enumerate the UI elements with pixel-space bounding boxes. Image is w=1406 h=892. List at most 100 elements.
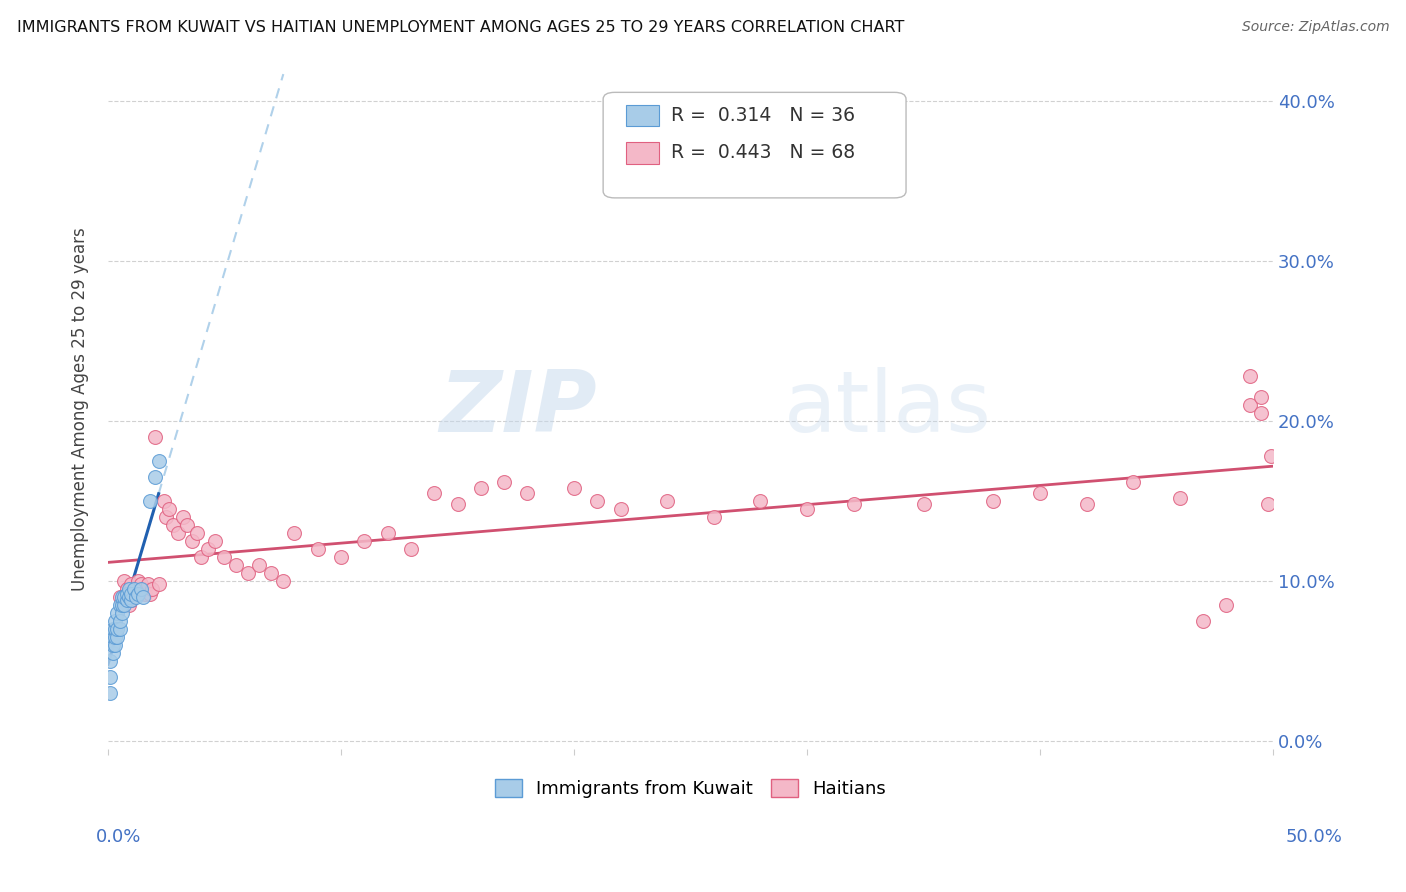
Point	[108, 599, 131, 613]
FancyBboxPatch shape	[627, 104, 659, 127]
Point	[132, 582, 155, 597]
Point	[1239, 398, 1261, 412]
Point	[983, 494, 1005, 508]
Point	[108, 591, 131, 605]
Point	[307, 542, 329, 557]
Point	[122, 587, 145, 601]
Point	[118, 582, 141, 597]
Point	[749, 494, 772, 508]
Point	[180, 534, 202, 549]
Point	[167, 526, 190, 541]
Point	[1250, 390, 1272, 404]
Point	[446, 497, 468, 511]
Point	[139, 494, 162, 508]
Point	[516, 486, 538, 500]
Point	[115, 582, 138, 597]
Point	[912, 497, 935, 511]
Point	[118, 591, 141, 605]
Point	[111, 599, 134, 613]
Point	[1239, 369, 1261, 384]
Point	[1192, 614, 1215, 628]
Point	[796, 502, 818, 516]
Y-axis label: Unemployment Among Ages 25 to 29 years: Unemployment Among Ages 25 to 29 years	[72, 227, 89, 591]
Point	[176, 518, 198, 533]
Point	[204, 534, 226, 549]
Point	[214, 550, 236, 565]
Point	[125, 591, 148, 605]
Point	[125, 582, 148, 597]
Point	[162, 518, 184, 533]
Point	[225, 558, 247, 573]
Point	[1260, 449, 1282, 463]
Point	[494, 475, 516, 489]
Point	[98, 654, 121, 668]
Point	[111, 606, 134, 620]
Point	[157, 502, 180, 516]
Point	[120, 593, 142, 607]
Point	[842, 497, 865, 511]
Point	[104, 630, 127, 644]
Text: 0.0%: 0.0%	[96, 828, 141, 846]
Point	[120, 587, 142, 601]
Point	[197, 542, 219, 557]
Point	[101, 638, 124, 652]
Point	[148, 577, 170, 591]
Point	[562, 481, 585, 495]
Point	[586, 494, 609, 508]
Point	[98, 670, 121, 684]
Point	[1250, 406, 1272, 420]
Point	[112, 591, 135, 605]
Point	[186, 526, 208, 541]
Point	[1029, 486, 1052, 500]
Point	[609, 502, 631, 516]
Text: R =  0.443   N = 68: R = 0.443 N = 68	[671, 144, 855, 162]
Text: ZIP: ZIP	[440, 368, 598, 450]
Text: atlas: atlas	[783, 368, 991, 450]
Point	[118, 599, 141, 613]
Point	[236, 566, 259, 581]
Point	[98, 686, 121, 700]
Point	[136, 577, 159, 591]
Point	[141, 582, 163, 597]
Point	[1215, 599, 1237, 613]
Point	[104, 638, 127, 652]
Point	[353, 534, 375, 549]
Point	[657, 494, 679, 508]
Point	[101, 630, 124, 644]
Point	[104, 622, 127, 636]
Point	[120, 577, 142, 591]
Point	[112, 574, 135, 589]
Point	[1257, 497, 1279, 511]
Point	[1076, 497, 1098, 511]
FancyBboxPatch shape	[627, 142, 659, 164]
Text: R =  0.314   N = 36: R = 0.314 N = 36	[671, 106, 855, 125]
Point	[153, 494, 176, 508]
Point	[139, 587, 162, 601]
Point	[111, 591, 134, 605]
Point	[1122, 475, 1144, 489]
Point	[143, 430, 166, 444]
Point	[115, 593, 138, 607]
Point	[101, 622, 124, 636]
Point	[1168, 491, 1191, 505]
Point	[143, 470, 166, 484]
Point	[148, 454, 170, 468]
Legend: Immigrants from Kuwait, Haitians: Immigrants from Kuwait, Haitians	[488, 772, 894, 805]
Point	[105, 622, 128, 636]
Point	[129, 582, 152, 597]
Point	[190, 550, 212, 565]
Text: IMMIGRANTS FROM KUWAIT VS HAITIAN UNEMPLOYMENT AMONG AGES 25 TO 29 YEARS CORRELA: IMMIGRANTS FROM KUWAIT VS HAITIAN UNEMPL…	[17, 20, 904, 35]
FancyBboxPatch shape	[603, 93, 905, 198]
Point	[249, 558, 271, 573]
Point	[108, 622, 131, 636]
Point	[423, 486, 446, 500]
Point	[105, 630, 128, 644]
Text: 50.0%: 50.0%	[1286, 828, 1343, 846]
Point	[134, 587, 156, 601]
Point	[105, 606, 128, 620]
Point	[127, 574, 149, 589]
Point	[703, 510, 725, 524]
Point	[115, 587, 138, 601]
Point	[260, 566, 283, 581]
Point	[377, 526, 399, 541]
